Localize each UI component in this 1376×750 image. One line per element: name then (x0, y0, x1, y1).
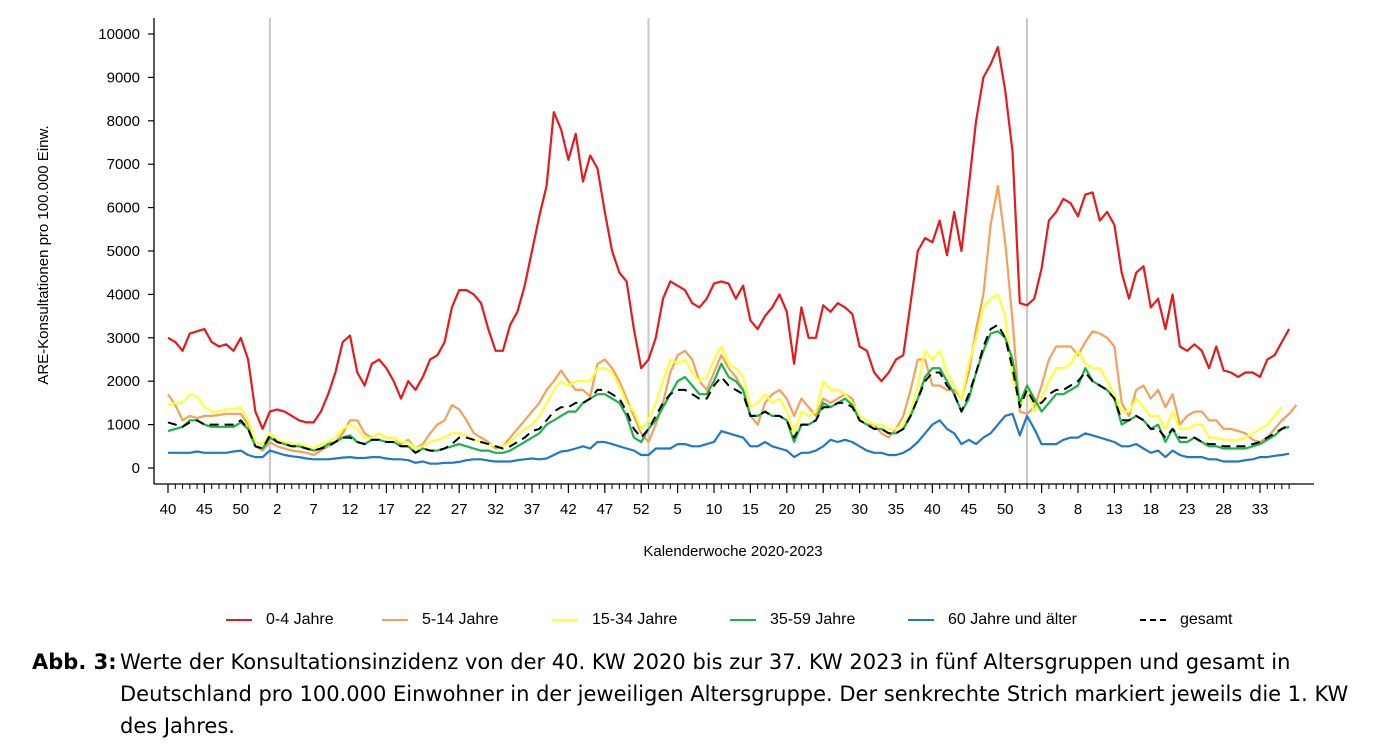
legend-swatch-0 (226, 619, 252, 621)
x-tick-label-12: 47 (596, 501, 613, 518)
x-tick-label-18: 25 (815, 501, 832, 518)
x-tick-label-16: 15 (742, 501, 759, 518)
x-tick-label-3: 2 (273, 501, 281, 518)
legend-label-0: 0-4 Jahre (266, 611, 334, 628)
x-tick-label-14: 5 (673, 501, 681, 518)
y-tick-label-5000: 5000 (107, 243, 140, 260)
legend-item-4: 60 Jahre und älter (908, 606, 1077, 634)
legend-label-2: 15-34 Jahre (592, 611, 678, 628)
series-line-0 (167, 45, 1291, 430)
y-tick-label-4000: 4000 (107, 286, 140, 303)
x-tick-label-1: 45 (196, 501, 213, 518)
x-tick-label-13: 52 (633, 501, 650, 518)
caption-label: Abb. 3: (32, 650, 117, 674)
figure-caption: Abb. 3: Werte der Konsultationsinzidenz … (32, 646, 1352, 742)
line-chart: 0 1000 2000 3000 4000 5000 6000 7000 8000 9000 100… (35, 18, 1314, 560)
x-tick-label-19: 30 (851, 501, 868, 518)
x-tick-label-7: 22 (414, 501, 431, 518)
legend-swatch-3 (730, 619, 756, 621)
x-tick-label-29: 28 (1215, 501, 1232, 518)
y-tick-label-0: 0 (132, 460, 140, 477)
x-tick-label-25: 8 (1074, 501, 1082, 518)
y-tick-label-8000: 8000 (107, 113, 140, 130)
legend-item-5: gesamt (1140, 606, 1232, 634)
legend-item-3: 35-59 Jahre (730, 606, 855, 634)
year-start-markers (268, 18, 1029, 484)
x-tick-label-26: 13 (1106, 501, 1123, 518)
x-tick-label-24: 3 (1037, 501, 1045, 518)
y-tick-label-2000: 2000 (107, 373, 140, 390)
series-lines (167, 45, 1298, 465)
legend-item-1: 5-14 Jahre (382, 606, 499, 634)
legend-label-5: gesamt (1180, 611, 1233, 628)
legend: 0-4 Jahre 5-14 Jahre 15-34 Jahre 35-59 Jahr… (0, 606, 1376, 634)
legend-label-1: 5-14 Jahre (422, 611, 499, 628)
x-tick-label-10: 37 (524, 501, 541, 518)
x-tick-label-17: 20 (778, 501, 795, 518)
x-tick-label-23: 50 (997, 501, 1014, 518)
x-tick-label-27: 18 (1142, 501, 1159, 518)
x-tick-label-22: 45 (960, 501, 977, 518)
legend-swatch-4 (908, 619, 934, 621)
legend-label-4: 60 Jahre und älter (948, 611, 1077, 628)
y-tick-label-10000: 10000 (98, 26, 140, 43)
y-tick-label-1000: 1000 (107, 417, 140, 434)
x-axis-ticks: 40 45 50 2 7 12 17 22 27 32 37 42 47 52 5 10 15 20 25 30 35 4… (160, 484, 1290, 518)
series-line-1 (167, 184, 1298, 457)
x-tick-label-4: 7 (309, 501, 317, 518)
y-tick-label-9000: 9000 (107, 69, 140, 86)
legend-item-2: 15-34 Jahre (552, 606, 677, 634)
x-axis-title: Kalenderwoche 2020-2023 (643, 543, 822, 560)
x-tick-label-2: 50 (232, 501, 249, 518)
legend-item-0: 0-4 Jahre (226, 606, 334, 634)
x-tick-label-8: 27 (451, 501, 468, 518)
x-tick-label-30: 33 (1252, 501, 1269, 518)
x-tick-label-6: 17 (378, 501, 395, 518)
x-tick-label-5: 12 (342, 501, 359, 518)
y-tick-label-3000: 3000 (107, 330, 140, 347)
legend-label-3: 35-59 Jahre (770, 611, 856, 628)
series-line-2 (167, 293, 1283, 450)
x-tick-label-20: 35 (888, 501, 905, 518)
y-tick-label-6000: 6000 (107, 200, 140, 217)
y-axis-title: ARE-Konsultationen pro 100.000 Einw. (35, 125, 52, 384)
legend-swatch-5 (1140, 619, 1166, 621)
x-tick-label-9: 32 (487, 501, 504, 518)
y-axis-ticks: 0 1000 2000 3000 4000 5000 6000 7000 8000 9000 100… (98, 26, 154, 477)
legend-swatch-1 (382, 619, 408, 621)
x-tick-label-15: 10 (706, 501, 723, 518)
y-tick-label-7000: 7000 (107, 156, 140, 173)
caption-text: Werte der Konsultationsinzidenz von der … (120, 650, 1349, 738)
x-tick-label-28: 23 (1179, 501, 1196, 518)
x-tick-label-0: 40 (160, 501, 177, 518)
axes (153, 18, 1314, 485)
x-tick-label-21: 40 (924, 501, 941, 518)
x-tick-label-11: 42 (560, 501, 577, 518)
legend-swatch-2 (552, 619, 578, 621)
series-line-4 (168, 412, 1290, 465)
series-line-5 (167, 323, 1290, 454)
